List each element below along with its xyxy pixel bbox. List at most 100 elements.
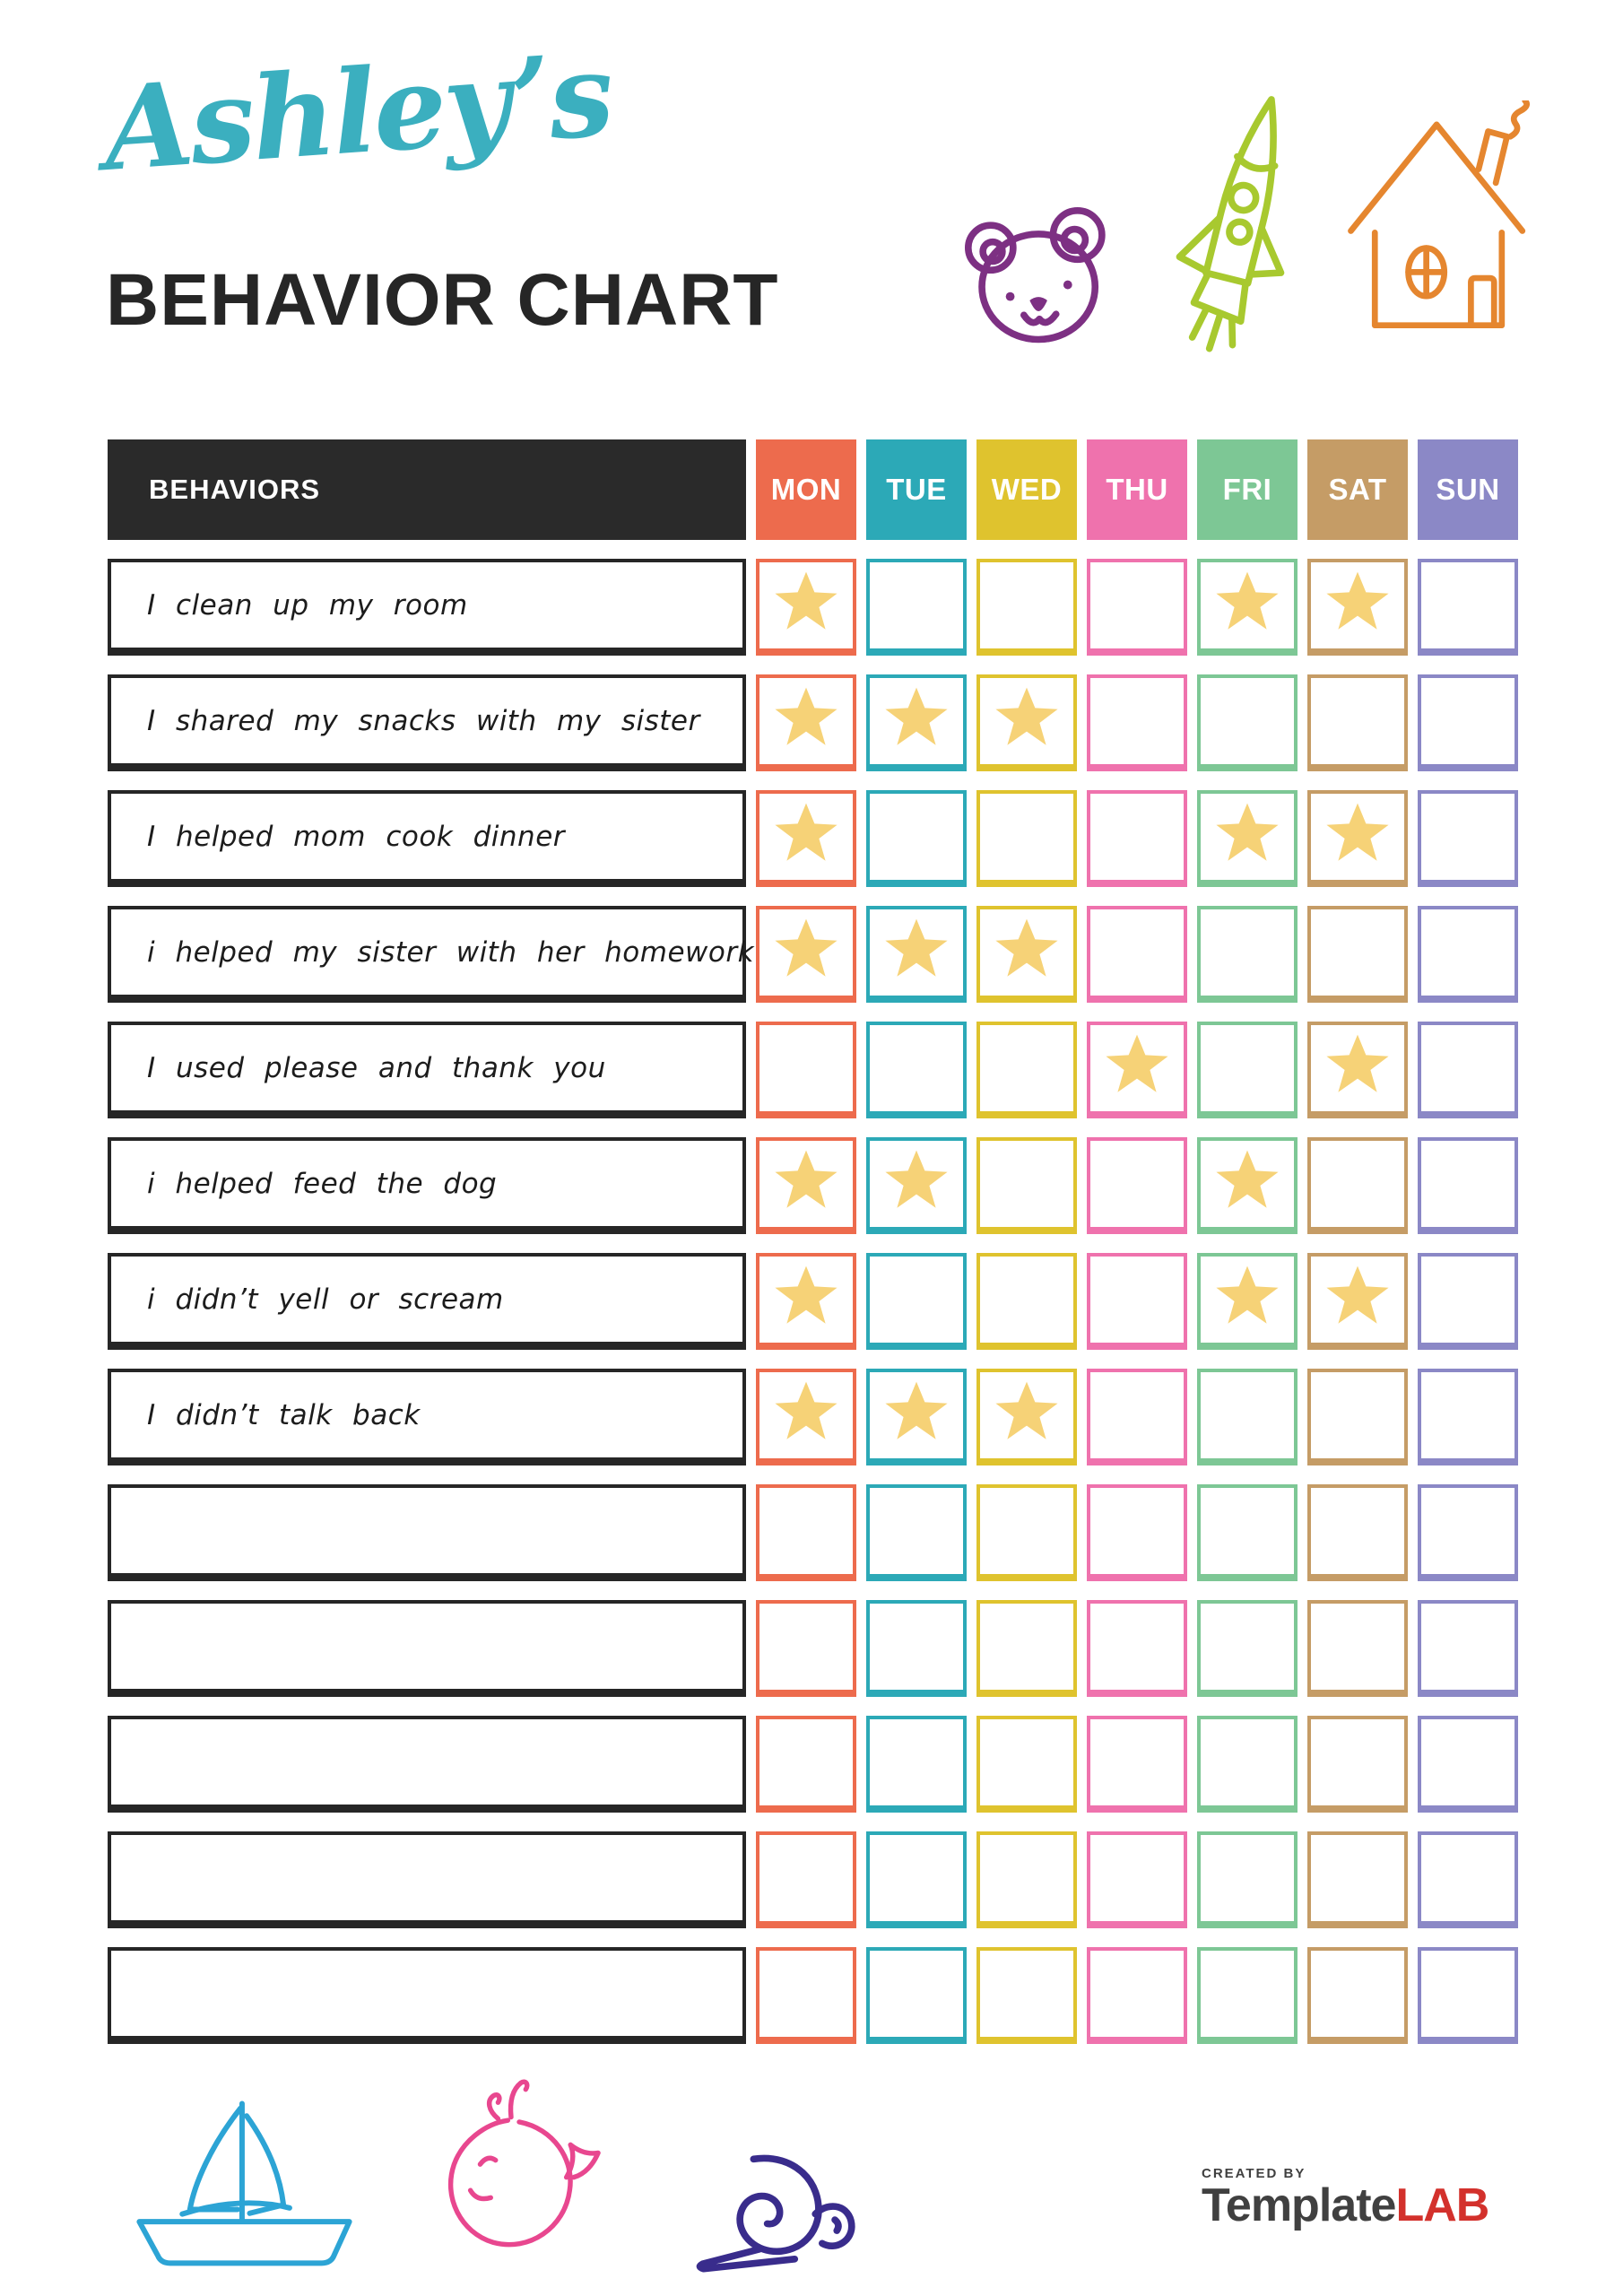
day-cell[interactable]	[976, 790, 1077, 887]
behavior-label-box	[108, 1831, 746, 1928]
day-cell[interactable]	[1087, 1600, 1187, 1697]
day-cell[interactable]	[976, 559, 1077, 656]
day-cell[interactable]	[1307, 1831, 1408, 1928]
day-cell[interactable]	[756, 1484, 856, 1581]
day-cell[interactable]	[1418, 1484, 1518, 1581]
day-cell[interactable]	[1307, 906, 1408, 1003]
day-cell[interactable]	[1197, 1137, 1298, 1234]
day-cell[interactable]	[756, 1369, 856, 1465]
day-cell[interactable]	[756, 559, 856, 656]
day-cell[interactable]	[1307, 1253, 1408, 1350]
day-cell[interactable]	[756, 1022, 856, 1118]
day-cell[interactable]	[976, 1253, 1077, 1350]
day-cell[interactable]	[1418, 674, 1518, 771]
day-cell[interactable]	[756, 1947, 856, 2044]
day-cell[interactable]	[976, 1947, 1077, 2044]
star-icon	[995, 687, 1058, 745]
day-cell[interactable]	[756, 1716, 856, 1813]
day-cell[interactable]	[1197, 1369, 1298, 1465]
day-cell[interactable]	[866, 674, 967, 771]
day-cell[interactable]	[1418, 1716, 1518, 1813]
day-cell[interactable]	[866, 1022, 967, 1118]
day-cell[interactable]	[756, 906, 856, 1003]
day-cell[interactable]	[1307, 1716, 1408, 1813]
day-cell[interactable]	[1197, 1947, 1298, 2044]
day-cell[interactable]	[1418, 1369, 1518, 1465]
day-cell[interactable]	[976, 1831, 1077, 1928]
day-cell[interactable]	[976, 1484, 1077, 1581]
day-cell[interactable]	[866, 559, 967, 656]
day-cell[interactable]	[1307, 1947, 1408, 2044]
day-cell[interactable]	[866, 790, 967, 887]
day-cell[interactable]	[976, 1137, 1077, 1234]
day-cell[interactable]	[1197, 1831, 1298, 1928]
day-cell[interactable]	[866, 1600, 967, 1697]
day-cell[interactable]	[976, 1716, 1077, 1813]
day-cell[interactable]	[1418, 1831, 1518, 1928]
day-cell[interactable]	[976, 1600, 1077, 1697]
day-cell[interactable]	[1418, 906, 1518, 1003]
day-cell[interactable]	[1307, 1022, 1408, 1118]
day-cell[interactable]	[1418, 1253, 1518, 1350]
day-cell[interactable]	[1418, 1947, 1518, 2044]
day-cell[interactable]	[756, 790, 856, 887]
day-cell[interactable]	[866, 1484, 967, 1581]
day-cell[interactable]	[866, 1947, 967, 2044]
day-cell[interactable]	[976, 1369, 1077, 1465]
day-cell[interactable]	[756, 1137, 856, 1234]
day-cell[interactable]	[1087, 674, 1187, 771]
day-cell[interactable]	[1087, 1137, 1187, 1234]
day-cell[interactable]	[1307, 674, 1408, 771]
day-cell[interactable]	[1197, 1484, 1298, 1581]
day-cell[interactable]	[1197, 1022, 1298, 1118]
day-cell[interactable]	[1087, 1253, 1187, 1350]
day-cell[interactable]	[1197, 1716, 1298, 1813]
star-icon	[775, 687, 838, 745]
day-cell[interactable]	[1197, 906, 1298, 1003]
day-cell[interactable]	[866, 1831, 967, 1928]
day-header-fri: FRI	[1197, 439, 1298, 540]
day-cell[interactable]	[976, 906, 1077, 1003]
day-cell[interactable]	[1307, 559, 1408, 656]
day-cell[interactable]	[866, 1137, 967, 1234]
day-cell[interactable]	[1418, 1137, 1518, 1234]
day-cell[interactable]	[866, 1369, 967, 1465]
day-cell[interactable]	[1087, 1022, 1187, 1118]
day-cell[interactable]	[1087, 559, 1187, 656]
day-cell[interactable]	[1087, 1947, 1187, 2044]
day-cell[interactable]	[1087, 790, 1187, 887]
day-cell[interactable]	[866, 906, 967, 1003]
day-cell[interactable]	[866, 1716, 967, 1813]
day-cell[interactable]	[1197, 674, 1298, 771]
day-cell[interactable]	[976, 674, 1077, 771]
day-cell[interactable]	[1197, 1600, 1298, 1697]
day-cell[interactable]	[1197, 790, 1298, 887]
day-cell[interactable]	[1197, 1253, 1298, 1350]
bear-icon	[959, 199, 1125, 347]
day-cell[interactable]	[1087, 906, 1187, 1003]
day-cell[interactable]	[976, 1022, 1077, 1118]
day-cell[interactable]	[1307, 1484, 1408, 1581]
day-cell[interactable]	[1418, 790, 1518, 887]
day-cell[interactable]	[756, 1831, 856, 1928]
day-cell[interactable]	[756, 1600, 856, 1697]
day-cell[interactable]	[1307, 790, 1408, 887]
day-cell[interactable]	[1087, 1484, 1187, 1581]
day-cell[interactable]	[1307, 1369, 1408, 1465]
day-cell[interactable]	[1087, 1831, 1187, 1928]
day-cell[interactable]	[1197, 559, 1298, 656]
behavior-text: I helped mom cook dinner	[147, 820, 566, 853]
day-cell[interactable]	[756, 674, 856, 771]
day-cell[interactable]	[1087, 1369, 1187, 1465]
day-cell[interactable]	[1418, 1600, 1518, 1697]
behavior-label-box	[108, 1716, 746, 1813]
star-icon	[775, 1150, 838, 1208]
day-cell[interactable]	[1307, 1600, 1408, 1697]
behavior-label-box: i helped my sister with her homework	[108, 906, 754, 1003]
day-cell[interactable]	[1418, 559, 1518, 656]
day-cell[interactable]	[866, 1253, 967, 1350]
day-cell[interactable]	[756, 1253, 856, 1350]
day-cell[interactable]	[1307, 1137, 1408, 1234]
day-cell[interactable]	[1418, 1022, 1518, 1118]
day-cell[interactable]	[1087, 1716, 1187, 1813]
